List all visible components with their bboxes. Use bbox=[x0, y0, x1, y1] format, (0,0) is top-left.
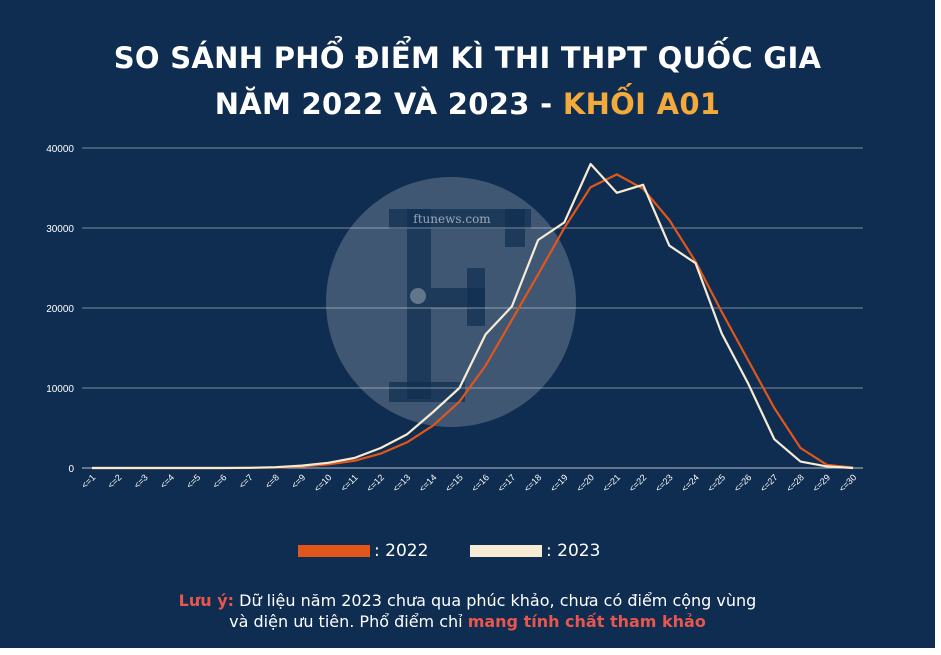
x-tick-label: <=21 bbox=[601, 472, 623, 494]
note-highlight: mang tính chất tham khảo bbox=[467, 612, 706, 631]
x-tick-label: <=4 bbox=[158, 472, 176, 490]
series-line-2023 bbox=[92, 162, 854, 470]
x-tick-label: <=18 bbox=[522, 472, 544, 494]
x-tick-label: <=13 bbox=[391, 472, 413, 494]
x-tick-label: <=9 bbox=[289, 472, 307, 490]
x-tick-label: <=26 bbox=[732, 472, 754, 494]
x-tick-label: <=12 bbox=[364, 472, 386, 494]
x-tick-label: <=22 bbox=[627, 472, 649, 494]
legend-item-2022: : 2022 bbox=[298, 538, 428, 564]
title-line-1: SO SÁNH PHỔ ĐIỂM KÌ THI THPT QUỐC GIA bbox=[113, 41, 822, 75]
note-line-2: và diện ưu tiên. Phổ điểm chỉ mang tính … bbox=[0, 611, 935, 632]
x-tick-label: <=1 bbox=[79, 472, 97, 490]
x-tick-label: <=2 bbox=[106, 472, 124, 490]
x-tick-label: <=3 bbox=[132, 472, 150, 490]
x-tick-label: <=24 bbox=[679, 472, 701, 494]
title-highlight: KHỐI A01 bbox=[562, 87, 721, 121]
x-tick-label: <=6 bbox=[211, 472, 229, 490]
watermark-f-logo bbox=[389, 209, 531, 402]
x-tick-label: <=25 bbox=[706, 472, 728, 494]
x-tick-label: <=29 bbox=[811, 472, 833, 494]
note-label: Lưu ý: bbox=[178, 591, 235, 610]
note-text-1: Dữ liệu năm 2023 chưa qua phúc khảo, chư… bbox=[234, 591, 757, 610]
x-tick-label: <=10 bbox=[312, 472, 334, 494]
x-tick-label: <=11 bbox=[339, 472, 360, 493]
x-tick-label: <=16 bbox=[469, 472, 491, 494]
x-tick-label: <=23 bbox=[653, 472, 675, 494]
y-tick-label: 20000 bbox=[46, 304, 74, 315]
y-tick-label: 10000 bbox=[46, 384, 74, 395]
legend-item-2023: : 2023 bbox=[470, 538, 600, 564]
x-tick-label: <=8 bbox=[263, 472, 281, 490]
chart-legend: : 2022 : 2023 bbox=[0, 538, 935, 564]
x-tick-label: <=5 bbox=[184, 472, 202, 490]
x-tick-label: <=20 bbox=[574, 472, 596, 494]
x-tick-label: <=17 bbox=[496, 472, 518, 494]
legend-swatch-2022 bbox=[298, 545, 370, 557]
x-tick-label: <=27 bbox=[758, 472, 780, 494]
title-line-2-prefix: NĂM 2022 VÀ 2023 - bbox=[214, 87, 563, 121]
x-tick-label: <=19 bbox=[548, 472, 570, 494]
x-tick-label: <=7 bbox=[237, 472, 255, 490]
watermark-dot bbox=[410, 288, 426, 304]
legend-swatch-2023 bbox=[470, 545, 542, 557]
x-tick-label: <=28 bbox=[784, 472, 806, 494]
watermark-text: ftunews.com bbox=[413, 212, 491, 226]
x-tick-label: <=15 bbox=[443, 472, 465, 494]
legend-label-2022: : 2022 bbox=[374, 541, 429, 561]
ftunews-watermark: ftunews.com bbox=[326, 177, 576, 427]
y-tick-label: 0 bbox=[68, 464, 74, 475]
title-line-2: NĂM 2022 VÀ 2023 - KHỐI A01 bbox=[0, 87, 935, 121]
y-tick-label: 40000 bbox=[46, 144, 74, 155]
y-tick-label: 30000 bbox=[46, 224, 74, 235]
note-text-2: và diện ưu tiên. Phổ điểm chỉ bbox=[229, 612, 468, 631]
note-line-1: Lưu ý: Dữ liệu năm 2023 chưa qua phúc kh… bbox=[0, 590, 935, 611]
x-tick-label: <=30 bbox=[837, 472, 859, 494]
x-tick-label: <=14 bbox=[417, 472, 439, 494]
legend-label-2023: : 2023 bbox=[546, 541, 601, 561]
